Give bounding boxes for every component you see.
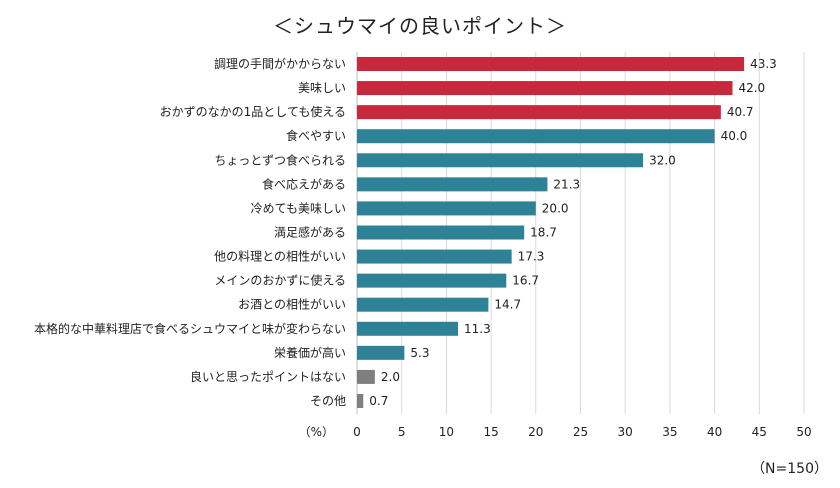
bar	[357, 321, 459, 336]
bar	[357, 345, 405, 360]
data-label: 40.7	[727, 105, 754, 119]
category-labels: 調理の手間がかからない美味しいおかずのなかの1品としても使える食べやすいちょっと…	[34, 56, 346, 408]
bar	[357, 105, 721, 120]
bar	[357, 153, 644, 168]
bar	[357, 225, 525, 240]
data-label: 17.3	[518, 250, 545, 264]
category-label: おかずのなかの1品としても使える	[160, 104, 346, 119]
data-label: 14.7	[494, 298, 521, 312]
category-label: 美味しい	[298, 81, 346, 95]
data-label: 18.7	[530, 225, 557, 239]
x-tick-label: 20	[528, 425, 543, 439]
x-tick-label: 35	[662, 425, 677, 439]
bar	[357, 57, 745, 71]
x-tick-label: 15	[483, 425, 498, 439]
bar	[357, 369, 375, 384]
bar	[357, 297, 489, 312]
value-labels: 43.3 42.0 40.7 40.0 32.0 21.3 20.0 18.7 17.3 16.7…	[369, 57, 777, 408]
bars	[357, 57, 745, 408]
category-label: メインのおかずに使える	[214, 273, 346, 288]
data-label: 20.0	[542, 201, 569, 215]
bar	[357, 273, 507, 288]
category-label: 食べやすい	[286, 128, 346, 143]
x-tick-label: 45	[752, 425, 767, 439]
x-tick-label: 5	[398, 425, 406, 439]
category-label: 食べ応えがある	[262, 176, 346, 191]
data-label: 16.7	[512, 274, 539, 288]
x-tick-label: 30	[618, 425, 633, 439]
bar	[357, 177, 548, 192]
x-tick-label: 50	[796, 425, 811, 439]
data-label: 5.3	[410, 346, 429, 360]
x-axis-ticks: 0 5 10 15 20 25 30 35 40 45 50	[353, 425, 811, 439]
bar	[357, 201, 536, 216]
data-label: 42.0	[738, 81, 765, 95]
bar	[357, 129, 715, 144]
data-label: 21.3	[553, 177, 580, 191]
data-label: 32.0	[649, 153, 676, 167]
data-label: 0.7	[369, 394, 388, 408]
category-label: ちょっとずつ食べられる	[214, 152, 346, 167]
category-label: 栄養価が高い	[274, 345, 346, 360]
data-label: 43.3	[750, 57, 777, 71]
x-tick-label: 40	[707, 425, 722, 439]
bar	[357, 249, 512, 264]
bar	[357, 81, 733, 96]
chart-title: ＜シュウマイの良いポイント＞	[273, 14, 567, 38]
category-label: 本格的な中華料理店で食べるシュウマイと味が変わらない	[34, 321, 346, 336]
sample-size-note: （N=150）	[751, 461, 828, 477]
category-label: 良いと思ったポイントはない	[190, 369, 346, 384]
data-label: 40.0	[721, 129, 748, 143]
category-label: その他	[310, 394, 346, 408]
x-tick-label: 10	[439, 425, 454, 439]
category-label: お酒との相性がいい	[238, 297, 346, 312]
x-tick-label: 25	[573, 425, 588, 439]
data-label: 11.3	[464, 322, 491, 336]
data-label: 2.0	[381, 370, 400, 384]
category-label: 冷めても美味しい	[251, 201, 346, 215]
x-tick-label: 0	[353, 425, 361, 439]
x-axis-unit-label: （%）	[299, 425, 334, 439]
category-label: 他の料理との相性がいい	[214, 249, 346, 264]
category-label: 満足感がある	[274, 224, 346, 239]
bar	[357, 393, 364, 408]
category-label: 調理の手間がかからない	[214, 56, 346, 71]
